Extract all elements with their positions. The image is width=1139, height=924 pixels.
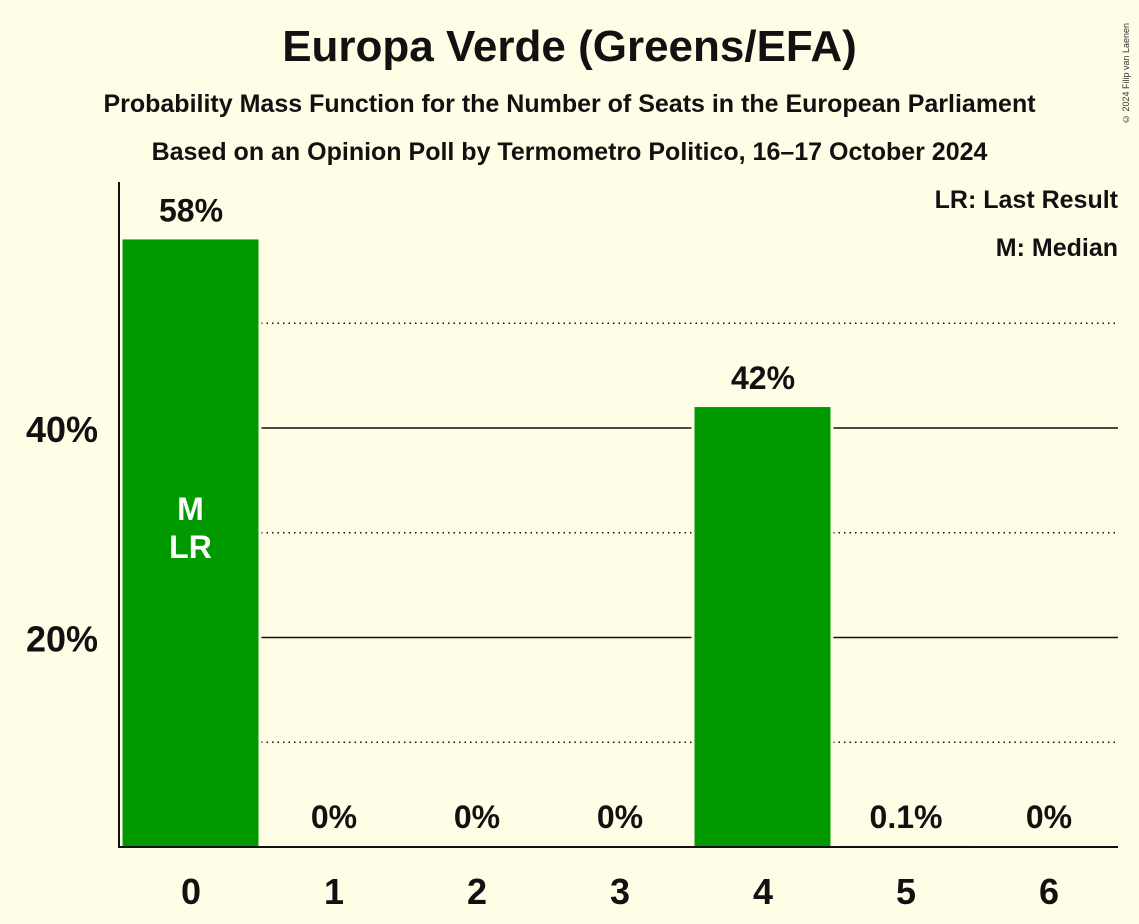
x-tick-label: 1 — [324, 871, 344, 912]
y-tick-label: 20% — [26, 619, 98, 660]
bar-value-label: 0.1% — [870, 799, 943, 835]
legend-median: M: Median — [995, 234, 1118, 262]
bar-value-label: 0% — [311, 799, 357, 835]
chart-subtitle-source: Based on an Opinion Poll by Termometro P… — [151, 138, 988, 166]
bar — [122, 239, 259, 847]
x-tick-label: 6 — [1039, 871, 1059, 912]
chart-title: Europa Verde (Greens/EFA) — [282, 22, 857, 71]
bar-value-label: 0% — [1026, 799, 1072, 835]
chart-subtitle: Probability Mass Function for the Number… — [103, 90, 1036, 118]
bar-value-label: 0% — [454, 799, 500, 835]
bar-value-label: 42% — [731, 360, 795, 396]
bar-annotation: M — [177, 491, 204, 527]
bar — [694, 407, 831, 847]
x-tick-label: 0 — [181, 871, 201, 912]
bar-annotation: LR — [169, 529, 212, 565]
bar-value-label: 0% — [597, 799, 643, 835]
x-tick-label: 5 — [896, 871, 916, 912]
x-tick-label: 2 — [467, 871, 487, 912]
bar-value-label: 58% — [159, 192, 223, 228]
x-tick-label: 3 — [610, 871, 630, 912]
legend-last-result: LR: Last Result — [934, 186, 1118, 214]
y-tick-label: 40% — [26, 409, 98, 450]
x-tick-label: 4 — [753, 871, 773, 912]
